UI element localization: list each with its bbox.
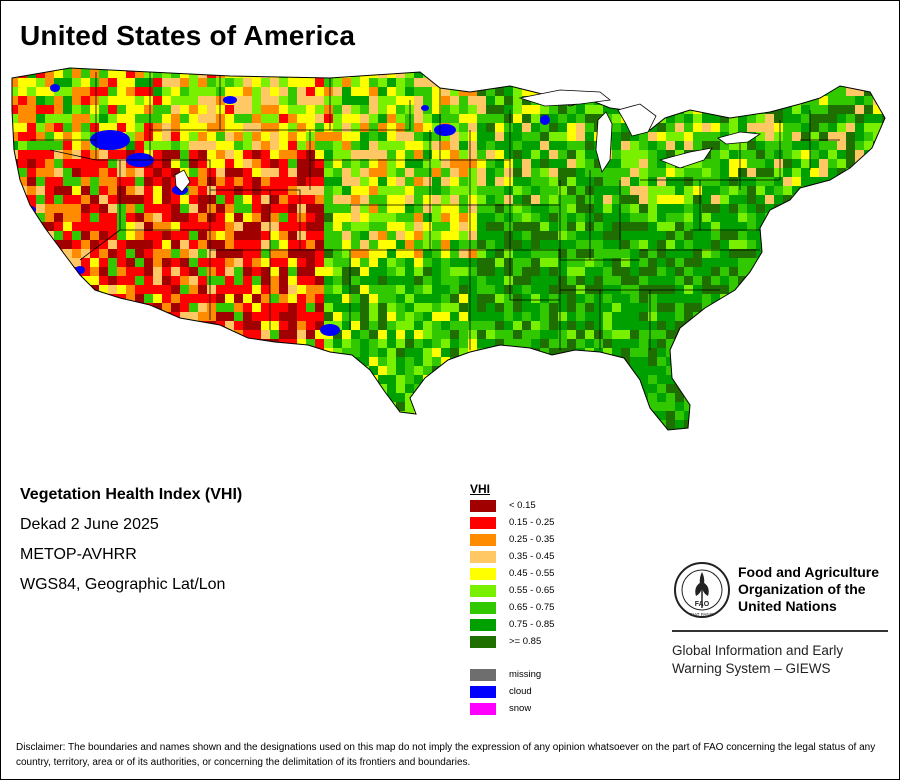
legend-label: cloud xyxy=(509,686,532,697)
legend-label: 0.45 - 0.55 xyxy=(509,568,555,579)
legend-label: 0.55 - 0.65 xyxy=(509,585,555,596)
fao-divider xyxy=(672,630,888,632)
legend-swatch xyxy=(470,500,496,512)
legend-label: snow xyxy=(509,703,532,714)
fao-logo-block: FAO FIAT PANIS Food and Agriculture Orga… xyxy=(672,560,888,680)
period: Dekad 2 June 2025 xyxy=(20,516,159,533)
legend-label: 0.65 - 0.75 xyxy=(509,602,555,613)
fao-name-line2: Organization of the xyxy=(738,581,866,597)
legend-swatch xyxy=(470,551,496,563)
disclaimer: Disclaimer: The boundaries and names sho… xyxy=(16,742,876,768)
vhi-map xyxy=(11,67,886,431)
legend-swatch xyxy=(470,703,496,715)
legend-label: 0.25 - 0.35 xyxy=(509,534,555,545)
fao-emblem-letters: FAO xyxy=(695,601,710,608)
giews-line2: Warning System – GIEWS xyxy=(672,661,831,676)
legend-swatch xyxy=(470,636,496,648)
legend-label: < 0.15 xyxy=(509,500,536,511)
vhi-legend: VHI < 0.15 0.15 - 0.25 0.25 - 0.35 0.35 - 0… xyxy=(470,482,554,715)
fao-emblem-motto: FIAT PANIS xyxy=(690,612,714,617)
legend-label: 0.75 - 0.85 xyxy=(509,619,555,630)
legend-label: missing xyxy=(509,669,542,680)
legend-label: 0.15 - 0.25 xyxy=(509,517,555,528)
legend-swatch xyxy=(470,669,496,681)
sensor: METOP-AVHRR xyxy=(20,546,137,563)
giews-line1: Global Information and Early xyxy=(672,643,844,658)
legend-swatch xyxy=(470,585,496,597)
legend-swatch xyxy=(470,619,496,631)
map-title: United States of America xyxy=(20,20,356,51)
legend-label: >= 0.85 xyxy=(509,636,542,647)
giews-label: Global Information and Early Warning Sys… xyxy=(672,642,843,678)
state-boundaries xyxy=(30,72,840,350)
legend-label: 0.35 - 0.45 xyxy=(509,551,555,562)
legend-swatch xyxy=(470,534,496,546)
fao-emblem-icon: FAO FIAT PANIS xyxy=(674,562,730,618)
map-info: Vegetation Health Index (VHI) Dekad 2 Ju… xyxy=(20,486,242,606)
projection: WGS84, Geographic Lat/Lon xyxy=(20,576,226,593)
fao-name: Food and Agriculture Organization of the… xyxy=(738,564,879,615)
fao-name-line3: United Nations xyxy=(738,598,837,614)
legend-swatch xyxy=(470,686,496,698)
fao-name-line1: Food and Agriculture xyxy=(738,564,880,580)
great-lakes xyxy=(174,89,762,193)
legend-swatch xyxy=(470,517,496,529)
legend-title: VHI xyxy=(470,482,491,496)
legend-swatch xyxy=(470,602,496,614)
legend-swatch xyxy=(470,568,496,580)
vhi-raster xyxy=(12,68,885,430)
index-name: Vegetation Health Index (VHI) xyxy=(20,486,243,503)
